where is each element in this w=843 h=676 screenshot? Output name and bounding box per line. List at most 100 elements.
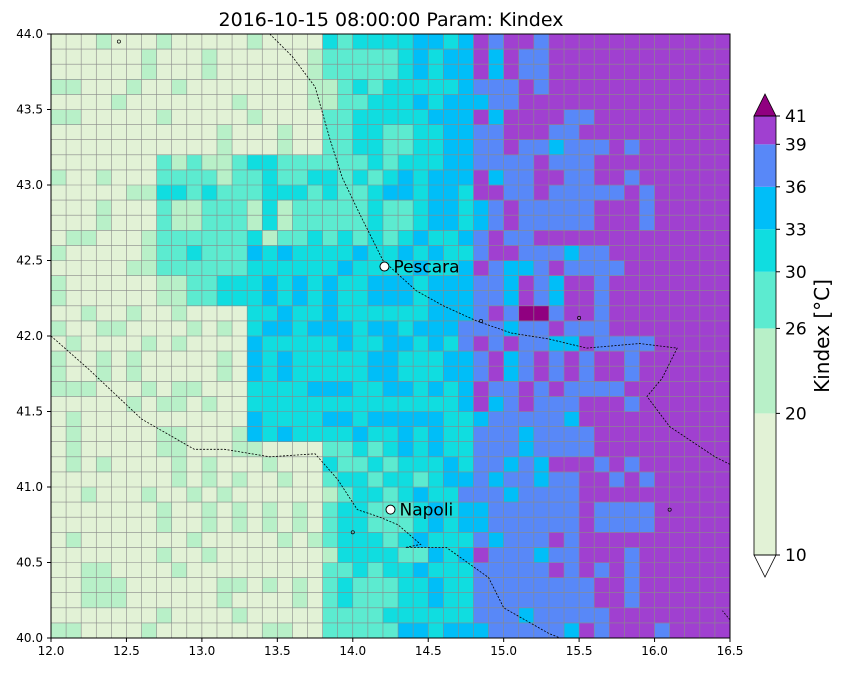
heatmap-cell [337,169,354,186]
heatmap-cell [171,154,188,171]
heatmap-cell [322,366,338,382]
heatmap-cell [473,396,489,412]
heatmap-cell [337,320,354,337]
heatmap-cell [533,336,550,352]
heatmap-cell [413,154,429,171]
heatmap-cell [111,245,127,261]
heatmap-cell [186,320,203,337]
heatmap-cell [564,154,580,171]
heatmap-cell [458,200,474,216]
heatmap-cell [428,79,444,95]
heatmap-cell [171,532,188,548]
heatmap-cell [684,396,701,412]
heatmap-cell [51,517,67,533]
heatmap-cell [382,396,399,412]
heatmap-cell [714,517,730,533]
heatmap-cell [51,305,67,322]
heatmap-cell [443,592,459,609]
heatmap-cell [669,64,686,80]
heatmap-cell [714,109,730,125]
heatmap-cell [488,532,504,548]
heatmap-cell [81,366,97,382]
heatmap-cell [533,532,550,548]
heatmap-cell [684,517,701,533]
heatmap-cell [548,532,565,548]
heatmap-cell [488,592,504,609]
heatmap-cell [428,34,444,50]
heatmap-cell [669,109,686,125]
heatmap-cell [292,562,308,578]
heatmap-cell [488,169,504,186]
heatmap-cell [307,502,323,518]
heatmap-cell [156,366,173,382]
heatmap-cell [699,441,716,458]
heatmap-cell [488,275,504,291]
heatmap-cell [201,49,218,65]
heatmap-cell [654,351,670,367]
heatmap-cell [533,562,550,578]
heatmap-cell [624,577,640,593]
heatmap-cell [201,532,218,548]
heatmap-cell [609,487,625,503]
heatmap-cell [443,320,459,337]
heatmap-cell [669,487,686,503]
heatmap-cell [156,592,173,609]
heatmap-cell [473,275,489,291]
heatmap-cell [428,441,444,458]
heatmap-cell [579,562,595,578]
heatmap-cell [111,577,127,593]
heatmap-cell [564,366,580,382]
heatmap-cell [413,215,429,231]
heatmap-cell [352,49,369,65]
heatmap-cell [473,94,489,110]
heatmap-cell [247,275,263,291]
heatmap-cell [111,49,127,65]
heatmap-cell [518,124,535,140]
heatmap-cell [216,487,233,503]
heatmap-cell [307,320,323,337]
colorbar-segment [754,116,776,145]
heatmap-cell [352,351,369,367]
heatmap-cell [322,169,338,186]
heatmap-cell [639,139,655,156]
heatmap-cell [232,426,248,442]
heatmap-cell [503,381,520,397]
heatmap-cell [699,607,716,624]
heatmap-cell [171,396,188,412]
heatmap-cell [186,124,203,140]
heatmap-cell [413,622,429,638]
heatmap-cell [533,154,550,171]
heatmap-cell [443,517,459,533]
heatmap-cell [639,562,655,578]
heatmap-cell [594,381,610,397]
heatmap-cell [262,381,278,397]
heatmap-cell [232,290,248,307]
heatmap-cell [609,471,625,488]
heatmap-cell [443,366,459,382]
heatmap-cell [714,426,730,442]
heatmap-cell [262,517,278,533]
heatmap-cell [201,275,218,291]
heatmap-cell [141,49,157,65]
heatmap-cell [337,607,354,624]
heatmap-cell [156,517,173,533]
city-label: Pescara [393,258,459,278]
heatmap-cell [232,396,248,412]
heatmap-cell [594,64,610,80]
heatmap-cell [684,200,701,216]
heatmap-cell [141,200,157,216]
heatmap-cell [382,34,399,50]
heatmap-cell [96,532,112,548]
heatmap-cell [714,547,730,563]
heatmap-cell [156,230,173,246]
heatmap-cell [96,79,112,95]
heatmap-cell [247,34,263,50]
heatmap-cell [66,441,82,458]
colorbar-tick-label: 36 [785,178,807,198]
heatmap-cell [699,34,716,50]
heatmap-cell [171,336,188,352]
heatmap-cell [533,49,550,65]
heatmap-cell [201,185,218,201]
heatmap-cell [624,336,640,352]
